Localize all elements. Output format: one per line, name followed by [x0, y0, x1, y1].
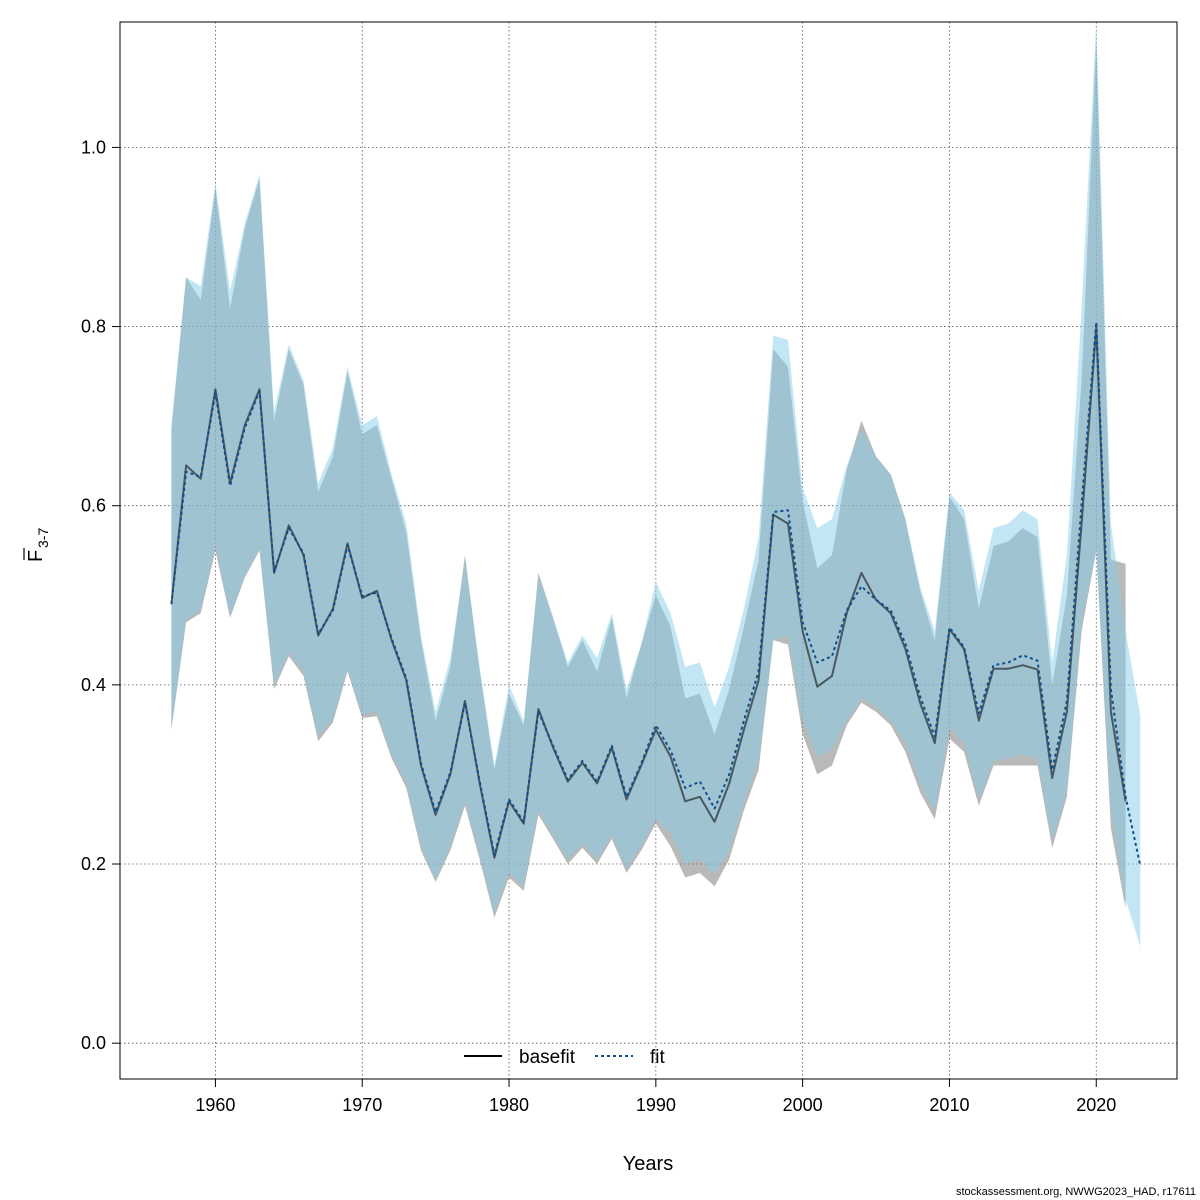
y-tick-label: 0.4: [81, 675, 106, 695]
y-tick-label: 0.2: [81, 854, 106, 874]
plot-frame: [119, 21, 1178, 1080]
y-axis-title-subscript: 3-7: [35, 528, 51, 548]
legend-basefit-label: basefit: [519, 1047, 576, 1068]
y-axis-title: F 3-7: [23, 528, 51, 562]
x-tick-label: 2010: [929, 1095, 969, 1115]
x-axis-title: Years: [623, 1153, 673, 1175]
y-tick-label: 1.0: [81, 137, 106, 157]
y-tick-label: 0.0: [81, 1033, 106, 1053]
y-tick-label: 0.8: [81, 317, 106, 337]
x-tick-label: 1990: [636, 1095, 676, 1115]
legend: basefit fit: [464, 1047, 666, 1068]
x-tick-label: 1970: [342, 1095, 382, 1115]
series-lines: [170, 321, 1142, 867]
x-axis: 1960 1970 1980 1990 2000 2010 2020: [195, 1079, 1116, 1115]
x-tick-label: 1960: [195, 1095, 235, 1115]
y-axis-title-main: F: [25, 550, 47, 562]
y-axis: 0.0 0.2 0.4 0.6 0.8 1.0: [81, 137, 120, 1053]
confidence-bands: [171, 22, 1141, 947]
credit-text: stockassessment.org, NWWG2023_HAD, r1761…: [955, 1186, 1196, 1198]
fit-confidence-band: [171, 22, 1141, 947]
y-tick-label: 0.6: [81, 496, 106, 516]
legend-fit-label: fit: [650, 1047, 666, 1068]
x-tick-label: 1980: [489, 1095, 529, 1115]
x-tick-label: 2020: [1076, 1095, 1116, 1115]
x-tick-label: 2000: [783, 1095, 823, 1115]
fit-line: [170, 321, 1142, 867]
